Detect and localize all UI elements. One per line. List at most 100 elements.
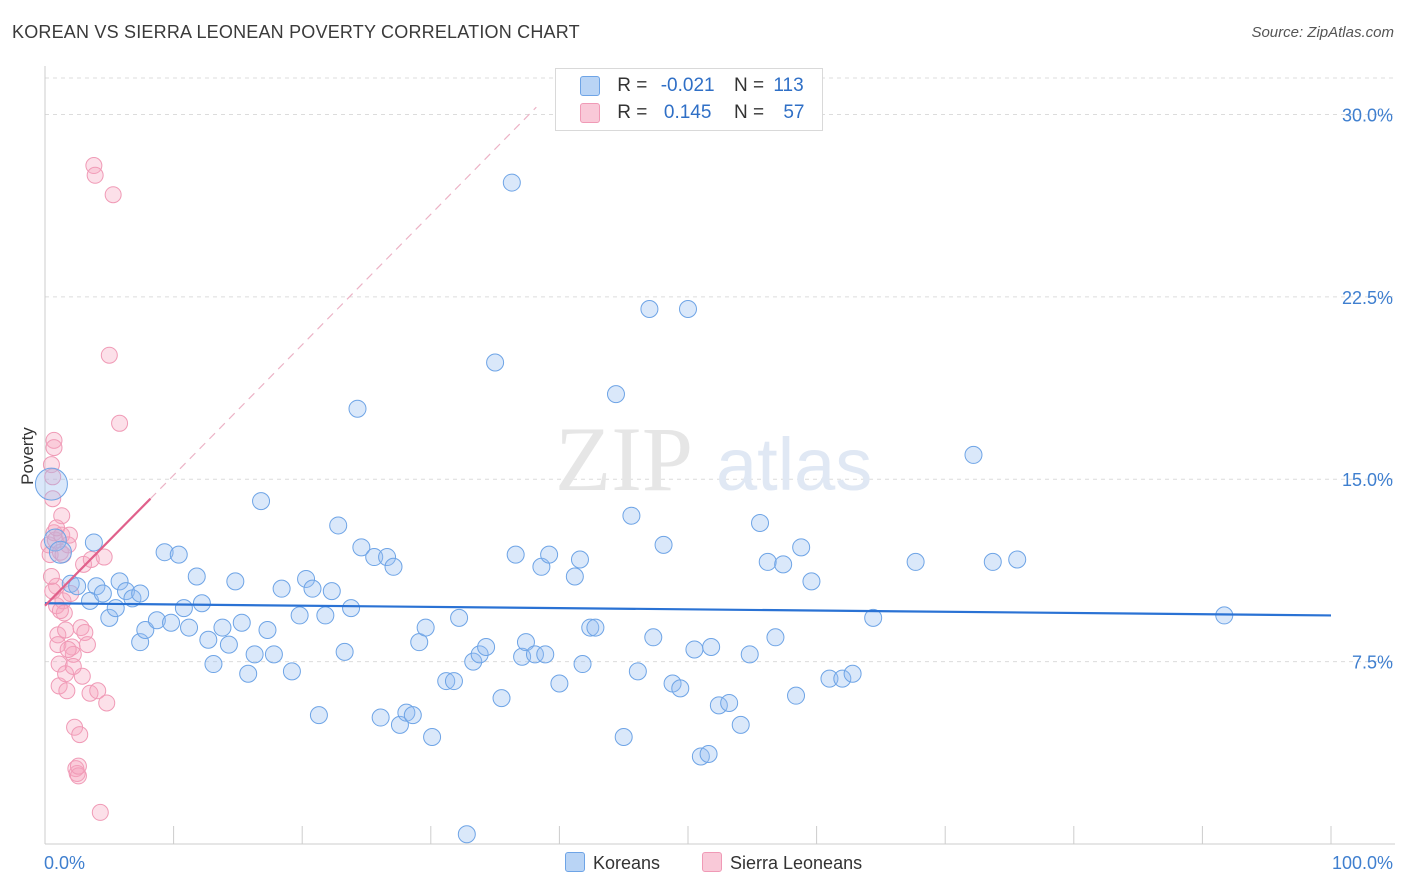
legend-sierra-n-value: 57	[783, 102, 805, 123]
korean-point	[570, 550, 589, 569]
korean-point	[671, 679, 690, 698]
korean-point	[470, 645, 489, 664]
y-tick-label: 15.0%	[1342, 470, 1393, 490]
sierra-point	[64, 657, 82, 675]
sierra-point	[49, 636, 67, 654]
korean-point	[199, 630, 218, 649]
x-tick-label-min: 0.0%	[44, 853, 85, 873]
korean-point	[335, 642, 354, 661]
korean-point	[162, 613, 181, 632]
korean-point	[540, 545, 559, 564]
korean-point	[43, 528, 67, 552]
korean-point	[644, 628, 663, 647]
korean-point	[192, 594, 211, 613]
korean-point	[709, 696, 728, 715]
korean-point	[204, 655, 223, 674]
korean-point	[525, 645, 544, 664]
korean-point	[371, 708, 390, 727]
korean-point	[147, 611, 166, 630]
korean-point	[766, 628, 785, 647]
legend-korean-r-label: R =	[617, 75, 648, 96]
korean-point	[329, 516, 348, 535]
sierra-point	[51, 602, 69, 620]
korean-point	[506, 545, 525, 564]
sierra-point	[89, 682, 107, 700]
korean-point	[792, 538, 811, 557]
korean-point	[586, 618, 605, 637]
korean-point	[502, 173, 521, 192]
korean-point	[180, 618, 199, 637]
korean-point	[833, 669, 852, 688]
korean-point	[679, 300, 697, 319]
korean-point	[93, 584, 112, 603]
korean-point	[492, 689, 511, 708]
korean-point	[365, 548, 384, 567]
korean-point	[219, 635, 238, 654]
y-tick-label: 22.5%	[1342, 288, 1393, 308]
korean-point	[290, 606, 309, 625]
sierra-point	[95, 548, 113, 566]
sierra-point	[60, 526, 78, 544]
korean-point	[774, 555, 793, 574]
korean-point	[685, 640, 704, 659]
y-tick-label: 30.0%	[1342, 105, 1393, 125]
korean-point	[155, 543, 174, 562]
korean-point	[423, 728, 442, 747]
korean-point	[628, 662, 647, 681]
korean-point	[232, 613, 251, 632]
sierra-point	[57, 621, 75, 639]
sierra-point	[62, 585, 80, 603]
legend-korean-r-value: -0.021	[660, 75, 715, 96]
korean-point	[843, 664, 862, 683]
korean-point	[720, 693, 739, 712]
korean-point	[316, 606, 335, 625]
korean-point	[309, 706, 328, 725]
korean-point	[614, 728, 633, 747]
korean-point	[213, 618, 232, 637]
sierra-point	[71, 726, 89, 744]
korean-point	[787, 686, 806, 705]
y-tick-label: 7.5%	[1352, 653, 1393, 673]
korean-point	[702, 638, 721, 657]
grid-lines	[45, 77, 1395, 663]
legend-row-sierra: R = 0.145 N = 57	[580, 102, 804, 126]
korean-point	[1008, 550, 1027, 569]
korean-point	[457, 825, 476, 844]
bottom-legend-sierra-label: Sierra Leoneans	[730, 853, 863, 873]
korean-point	[477, 638, 496, 657]
korean-point	[403, 706, 422, 725]
sierra-trend-line	[44, 497, 152, 607]
korean-point	[239, 664, 258, 683]
korean-point	[110, 572, 129, 591]
korean-point	[136, 621, 155, 640]
korean-point	[416, 618, 435, 637]
sierra-point	[91, 803, 109, 821]
sierra-point	[86, 166, 104, 184]
chart-title: KOREAN VS SIERRA LEONEAN POVERTY CORRELA…	[12, 22, 580, 42]
legend-swatch-sierra	[580, 102, 600, 123]
korean-point	[731, 715, 750, 734]
source-label: Source: ZipAtlas.com	[1251, 24, 1394, 41]
korean-point	[169, 545, 188, 564]
korean-point	[282, 662, 301, 681]
sierra-trend-extension	[150, 106, 537, 500]
legend-korean-n-value: 113	[773, 75, 804, 96]
sierra-point	[78, 636, 96, 654]
korean-points	[34, 173, 1234, 844]
sierra-point	[104, 186, 122, 204]
korean-point	[106, 599, 125, 618]
sierra-point	[45, 431, 63, 449]
korean-point	[464, 652, 483, 671]
korean-point	[964, 445, 983, 464]
korean-point	[226, 572, 245, 591]
legend-swatch-korean	[580, 75, 600, 96]
korean-point	[258, 621, 277, 640]
sierra-point	[45, 439, 63, 457]
korean-point	[348, 399, 367, 418]
watermark: ZIP atlas	[555, 408, 872, 510]
korean-point	[68, 577, 87, 596]
korean-trend-line	[44, 602, 1332, 617]
korean-point	[444, 672, 463, 691]
sierra-point	[50, 655, 68, 673]
